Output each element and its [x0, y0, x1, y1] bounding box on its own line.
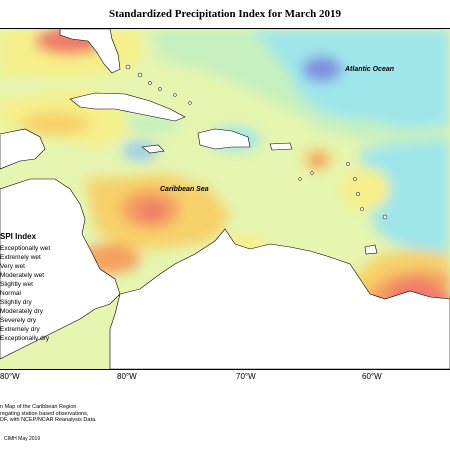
land-masses	[0, 29, 450, 369]
legend-item: Exceptionally wet	[0, 244, 62, 253]
legend-title: SPI Index	[0, 232, 37, 241]
land-yucatan	[0, 128, 46, 170]
map-credit: CIMH May 2019	[4, 436, 41, 442]
extremely-wet-atlantic	[302, 56, 342, 82]
map-footnote: n Map of the Caribbean Region regating s…	[0, 404, 97, 424]
land-jamaica	[141, 144, 165, 154]
footnote-line: n Map of the Caribbean Region	[0, 404, 77, 410]
legend-item: Exceptionally dry	[0, 334, 62, 343]
longitude-label: 80°W	[0, 372, 20, 381]
land-florida	[59, 29, 121, 74]
legend-item: Extremely wet	[0, 253, 62, 262]
small-islands	[125, 64, 388, 220]
legend-item: Moderately wet	[0, 271, 62, 280]
spi-map: Atlantic Ocean Caribbean Sea	[0, 28, 450, 370]
spi-legend: SPI Index Exceptionally wet Extremely wet…	[0, 232, 62, 343]
legend-item-label: Slightly wet	[0, 281, 33, 288]
legend-item-label: Severely dry	[0, 317, 37, 324]
island	[310, 171, 314, 175]
legend-item-label: Moderately dry	[0, 308, 43, 315]
island	[137, 72, 143, 78]
legend-item-label: Slightly dry	[0, 299, 32, 306]
dry-area-puerto-rico-core	[311, 155, 325, 167]
island	[173, 93, 177, 97]
island	[353, 177, 357, 181]
legend-item-label: Extremely wet	[0, 254, 41, 261]
longitude-label: 80°W	[117, 372, 137, 381]
legend-item-label: Moderately wet	[0, 272, 45, 279]
footnote-line: DF, with NCEP/NCAR Reanalysis Data.	[0, 417, 97, 423]
longitude-label: 60°W	[362, 372, 382, 381]
legend-item-label: Exceptionally dry	[0, 335, 50, 342]
island	[298, 177, 302, 181]
legend-item: Normal	[0, 289, 62, 298]
footnote-line: regating station based observations,	[0, 410, 89, 417]
legend-item: Moderately dry	[0, 307, 62, 316]
land-puerto-rico	[269, 142, 293, 151]
longitude-label: 70°W	[236, 372, 256, 381]
extremely-dry-caribbean	[138, 201, 166, 221]
legend-item-label: Extremely dry	[0, 326, 40, 333]
island	[382, 214, 388, 220]
land-central-america	[0, 178, 121, 360]
land-trinidad	[364, 244, 378, 255]
legend-item: Extremely dry	[0, 325, 62, 334]
legend-item: Very wet	[0, 262, 62, 271]
island	[360, 207, 364, 211]
island	[158, 87, 162, 91]
legend-item-label: Normal	[0, 290, 21, 297]
island	[188, 101, 192, 105]
legend-item: Severely dry	[0, 316, 62, 325]
legend-item: Slightly dry	[0, 298, 62, 307]
spi-map-canvas: Atlantic Ocean Caribbean Sea	[0, 29, 450, 369]
island	[346, 162, 350, 166]
map-title: Standardized Precipitation Index for Mar…	[109, 8, 341, 20]
land-hispaniola	[197, 128, 251, 150]
legend-item-label: Very wet	[0, 263, 25, 270]
very-wet-area-east	[360, 139, 450, 269]
atlantic-ocean-label: Atlantic Ocean	[344, 66, 394, 73]
legend-item: Slightly wet	[0, 280, 62, 289]
caribbean-sea-label: Caribbean Sea	[160, 186, 209, 193]
legend-item-label: Exceptionally wet	[0, 245, 51, 252]
land-cuba	[69, 92, 186, 122]
dry-area-gulf-core	[20, 112, 90, 136]
dry-area-antilles	[340, 167, 390, 211]
island	[125, 64, 131, 70]
land-south-america	[109, 228, 450, 369]
island	[355, 191, 361, 197]
island	[148, 81, 152, 85]
legend-items: Exceptionally wet Extremely wet Very wet Mo…	[0, 244, 62, 343]
very-wet-area-atlantic	[250, 29, 450, 129]
